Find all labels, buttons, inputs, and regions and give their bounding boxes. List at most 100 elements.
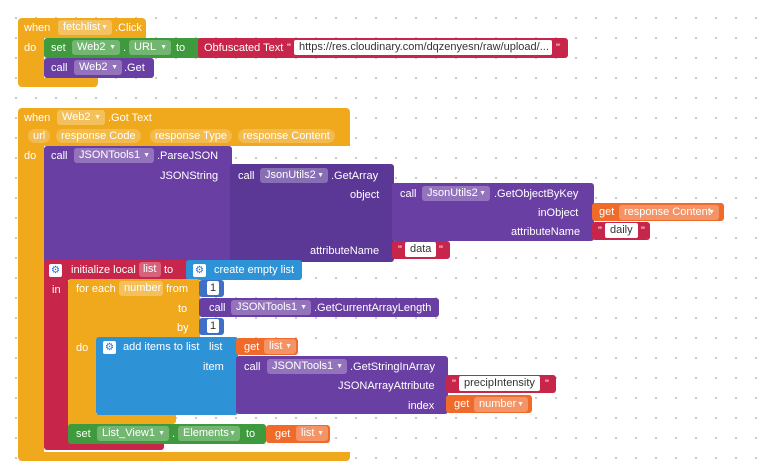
parse-component-dropdown-jsontools1[interactable]: JSONTools1 ▼ — [74, 148, 154, 163]
call-keyword: call — [51, 150, 68, 162]
param-response-code[interactable]: response Code — [56, 129, 141, 143]
set-component-dropdown-web2[interactable]: Web2 ▼ — [72, 40, 120, 55]
dot-separator: . — [123, 42, 127, 54]
call-keyword: call — [238, 170, 255, 182]
to-keyword: to — [176, 42, 186, 54]
create-empty-list-label: create empty list — [214, 264, 295, 276]
fetchlist-click-event-bottom — [18, 78, 98, 87]
get-variable-dropdown-list[interactable]: list ▼ — [264, 339, 296, 354]
do-keyword: do — [24, 42, 37, 54]
set-keyword: set — [76, 428, 91, 440]
initialize-local-label: initialize local — [71, 264, 136, 276]
call-keyword: call — [209, 302, 226, 314]
chevron-down-icon: ▼ — [158, 430, 165, 437]
add-items-to-list-block[interactable] — [96, 337, 238, 415]
loop-variable-number[interactable]: number — [119, 281, 163, 296]
chevron-down-icon: ▼ — [708, 209, 715, 216]
call-getarray-block[interactable] — [230, 164, 394, 262]
chevron-down-icon: ▼ — [336, 363, 343, 370]
call-component-dropdown-web2[interactable]: Web2 ▼ — [74, 60, 122, 75]
chevron-down-icon: ▼ — [479, 190, 486, 197]
dot-separator: . — [172, 428, 176, 440]
string-component-dropdown-jsontools1[interactable]: JSONTools1 ▼ — [267, 359, 347, 374]
chevron-down-icon: ▼ — [143, 152, 150, 159]
method-name-get: .Get — [124, 62, 145, 74]
getarray-component-dropdown-jsonutils2[interactable]: JsonUtils2 ▼ — [260, 168, 328, 183]
param-response-type[interactable]: response Type — [150, 129, 232, 143]
get-number-block[interactable] — [446, 395, 532, 413]
local-variable-name-list[interactable]: list — [139, 262, 161, 277]
close-quote: " — [556, 42, 560, 54]
method-name-parsejson: .ParseJSON — [157, 150, 219, 162]
component-dropdown-fetchlist[interactable]: fetchlist ▼ — [58, 20, 112, 35]
number-by-value[interactable]: 1 — [207, 319, 220, 333]
to-label: to — [178, 303, 188, 315]
get-variable-dropdown-number[interactable]: number ▼ — [474, 397, 528, 412]
gear-icon[interactable]: ⚙ — [193, 264, 206, 277]
add-items-label: add items to list — [123, 341, 200, 353]
length-component-dropdown-jsontools1[interactable]: JSONTools1 ▼ — [231, 300, 311, 315]
list-socket-label: list — [209, 341, 223, 353]
get-response-content-block[interactable] — [592, 203, 724, 221]
attributename-label: attributeName — [310, 245, 380, 257]
for-each-number-block[interactable] — [68, 279, 200, 339]
call-keyword: call — [51, 62, 68, 74]
set-property-dropdown-elements[interactable]: Elements ▼ — [178, 426, 240, 441]
set-component-dropdown-list-view1[interactable]: List_View1 ▼ — [97, 426, 169, 441]
create-empty-list-block[interactable] — [186, 260, 302, 280]
call-getstringinarray-block[interactable] — [236, 356, 448, 414]
text-precipintensity-field[interactable]: precipIntensity — [459, 376, 540, 391]
close-quote: " — [641, 225, 645, 237]
when-keyword: when — [24, 22, 51, 34]
fetchlist-click-event-left-arm — [18, 38, 44, 80]
gear-icon[interactable]: ⚙ — [103, 341, 116, 354]
chevron-down-icon: ▼ — [101, 24, 108, 31]
fetchlist-click-event-block[interactable] — [18, 18, 146, 38]
number-from-value[interactable]: 1 — [207, 281, 220, 295]
set-web2-url-block[interactable] — [44, 38, 202, 58]
set-keyword: set — [51, 42, 66, 54]
object-label: object — [350, 189, 380, 201]
web2-gottext-event-block[interactable] — [18, 108, 350, 146]
gear-icon[interactable]: ⚙ — [49, 264, 62, 277]
call-web2-get-block[interactable] — [44, 58, 154, 78]
set-listview1-elements-block[interactable] — [68, 424, 266, 444]
method-name-getarray: .GetArray — [331, 170, 379, 182]
set-property-dropdown-url[interactable]: URL ▼ — [129, 40, 171, 55]
for-each-bottom — [68, 414, 176, 424]
text-data-field[interactable]: data — [405, 242, 437, 257]
call-keyword: call — [244, 361, 261, 373]
to-keyword: to — [246, 428, 256, 440]
get-list-block-2[interactable] — [266, 425, 330, 443]
getobj-component-dropdown-jsonutils2[interactable]: JsonUtils2 ▼ — [422, 186, 490, 201]
chevron-down-icon: ▼ — [229, 430, 236, 437]
jsonstring-label: JSONString — [160, 170, 219, 182]
get-keyword: get — [275, 428, 291, 440]
param-url[interactable]: url — [28, 129, 51, 143]
call-getobjectbykey-block[interactable] — [392, 183, 594, 241]
get-list-block[interactable] — [236, 338, 298, 355]
initialize-local-left-arm — [44, 278, 68, 440]
from-label: from — [166, 283, 188, 295]
get-keyword: get — [244, 341, 260, 353]
index-label: index — [408, 400, 435, 412]
chevron-down-icon: ▼ — [317, 172, 324, 179]
open-quote: " — [452, 378, 456, 390]
method-name-getobjectbykey: .GetObjectByKey — [494, 188, 579, 200]
to-keyword: to — [164, 264, 174, 276]
component-dropdown-web2[interactable]: Web2 ▼ — [57, 110, 105, 125]
chevron-down-icon: ▼ — [109, 44, 116, 51]
text-daily-field[interactable]: daily — [605, 223, 638, 238]
call-getcurrentarraylength-block[interactable] — [199, 298, 439, 317]
close-quote: " — [439, 244, 443, 256]
for-each-label: for each — [76, 283, 116, 295]
get-variable-dropdown-response-content[interactable]: response Content ▼ — [619, 205, 719, 220]
for-each-left-arm — [68, 338, 96, 428]
param-response-content[interactable]: response Content — [238, 129, 335, 143]
url-text-field[interactable]: https://res.cloudinary.com/dqzenyesn/raw… — [294, 40, 552, 55]
get-variable-dropdown-list-2[interactable]: list ▼ — [296, 426, 328, 441]
chevron-down-icon: ▼ — [111, 64, 118, 71]
initialize-local-block[interactable] — [44, 260, 188, 280]
web2-gottext-event-left-arm — [18, 145, 44, 457]
call-parsejson-block[interactable] — [44, 146, 232, 266]
